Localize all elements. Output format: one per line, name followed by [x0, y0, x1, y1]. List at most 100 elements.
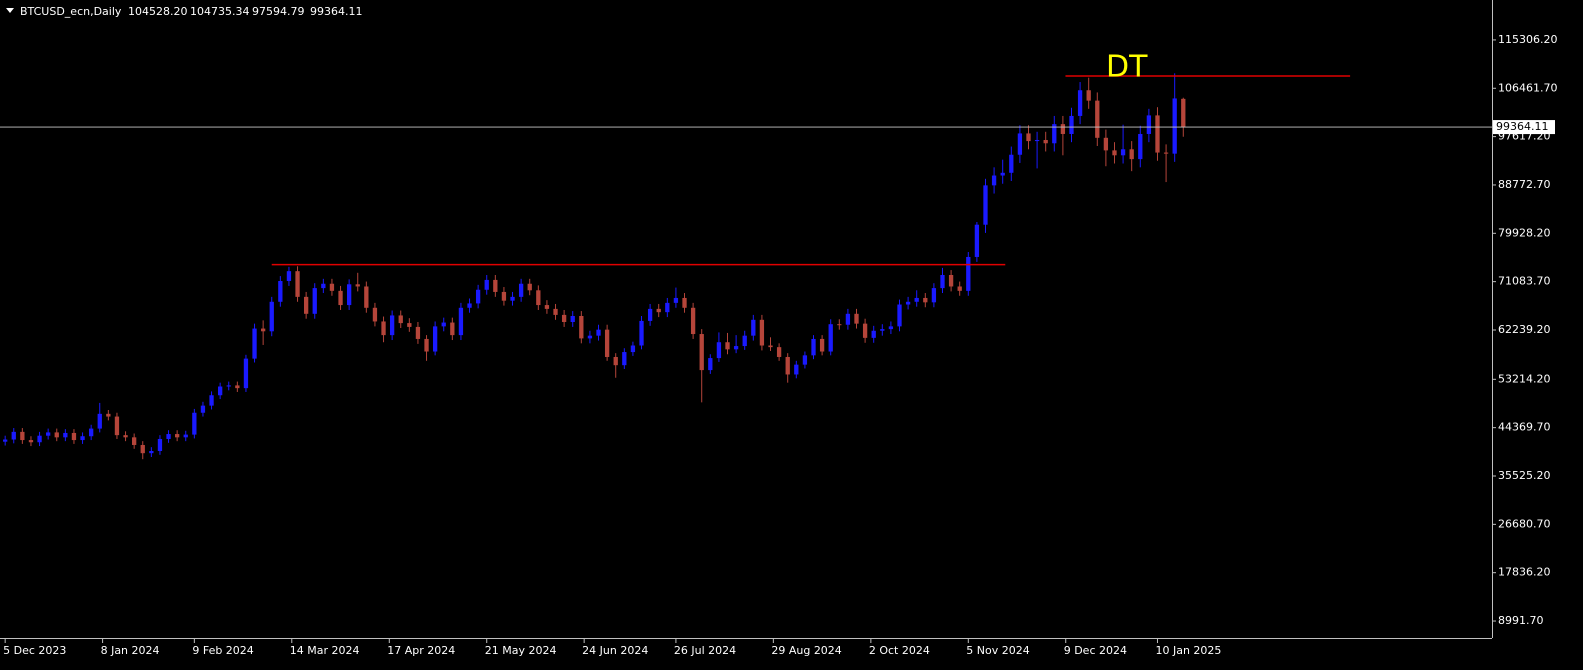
candle-body: [28, 440, 34, 443]
candle-body: [1043, 139, 1048, 144]
candle-body: [794, 364, 799, 375]
candle-body: [1060, 124, 1066, 134]
candle-body: [940, 274, 945, 289]
candle-body: [140, 444, 145, 454]
header-close: 99364.11: [310, 5, 363, 18]
candle-body: [544, 305, 550, 309]
candle-body: [157, 438, 163, 451]
candle-body: [20, 431, 25, 441]
candle-body: [536, 290, 541, 306]
candle-body: [639, 320, 644, 346]
candle-body: [716, 342, 722, 359]
candle-body: [527, 283, 532, 291]
candle-body: [286, 271, 292, 282]
candle-body: [114, 416, 120, 436]
candle-body: [389, 315, 395, 336]
candle-body: [785, 356, 790, 375]
y-tick-label: 35525.20: [1498, 469, 1551, 482]
candle-body: [295, 271, 300, 297]
candle-body: [570, 315, 575, 323]
candle-body: [957, 286, 962, 291]
candle-body: [321, 283, 326, 289]
candle-body: [819, 338, 825, 352]
candle-body: [1138, 133, 1143, 160]
candle-body: [71, 432, 77, 441]
candle-body: [1034, 139, 1040, 142]
candle-body: [475, 289, 481, 304]
candle-body: [329, 283, 335, 291]
y-tick-label: 115306.20: [1498, 33, 1558, 46]
candle-body: [630, 345, 636, 353]
candle-body: [278, 281, 283, 302]
candle-body: [1120, 149, 1126, 156]
candle-body: [665, 302, 670, 313]
candle-body: [1129, 149, 1134, 160]
candle-body: [54, 432, 59, 438]
candle-body: [123, 435, 128, 438]
candle-body: [759, 319, 765, 346]
menu-arrow[interactable]: [6, 8, 14, 13]
candle-body: [647, 308, 653, 321]
x-tick-label: 24 Jun 2024: [582, 644, 648, 657]
candle-body: [914, 297, 919, 302]
candle-body: [811, 338, 816, 356]
candle-body: [966, 256, 971, 291]
candle-body: [604, 329, 610, 357]
symbol: BTCUSD_ecn,Daily: [20, 5, 122, 18]
candle-body: [871, 330, 876, 338]
header-high: 104735.34: [190, 5, 250, 18]
candle-body: [46, 432, 51, 436]
x-tick-label: 26 Jul 2024: [674, 644, 736, 657]
candle-body: [768, 345, 773, 348]
candle-body: [243, 358, 249, 389]
candle-body: [355, 284, 360, 287]
candle-body: [364, 286, 369, 308]
x-tick-label: 21 May 2024: [485, 644, 557, 657]
candle-body: [209, 395, 214, 406]
candle-body: [1146, 115, 1152, 134]
x-tick-label: 8 Jan 2024: [101, 644, 160, 657]
candle-body: [217, 386, 223, 396]
y-tick-label: 88772.70: [1498, 178, 1551, 191]
candle-body: [1155, 115, 1160, 153]
candle-body: [260, 328, 266, 332]
candle-body: [1077, 90, 1083, 116]
candle-body: [1086, 90, 1091, 101]
candle-body: [252, 328, 257, 359]
candle-body: [269, 301, 274, 332]
candle-body: [510, 296, 515, 301]
candle-body: [888, 326, 894, 330]
candle-body: [484, 279, 489, 290]
candle-body: [613, 356, 618, 366]
candle-body: [226, 385, 231, 387]
candle-body: [751, 319, 756, 336]
last-price-label: 99364.11: [1496, 120, 1549, 133]
candle-body: [346, 284, 352, 306]
candle-body: [587, 335, 593, 339]
candle-body: [974, 224, 980, 257]
header-low: 97594.79: [252, 5, 305, 18]
candle-body: [880, 329, 885, 331]
candle-body: [854, 313, 859, 324]
candle-body: [312, 288, 317, 314]
candle-body: [11, 431, 16, 440]
candle-body: [708, 358, 713, 371]
candle-body: [862, 323, 868, 338]
y-tick-label: 62239.20: [1498, 323, 1551, 336]
candle-body: [699, 334, 704, 371]
candle-body: [37, 435, 42, 443]
x-tick-label: 29 Aug 2024: [771, 644, 841, 657]
x-tick-label: 14 Mar 2024: [290, 644, 360, 657]
x-tick-label: 9 Feb 2024: [192, 644, 253, 657]
candle-body: [183, 434, 188, 438]
candle-body: [1112, 150, 1117, 156]
candle-body: [622, 352, 627, 366]
candle-body: [432, 326, 438, 352]
candle-body: [501, 291, 507, 301]
x-tick-label: 9 Dec 2024: [1064, 644, 1127, 657]
candle-body: [3, 439, 8, 442]
header-open: 104528.20: [128, 5, 188, 18]
candle-body: [80, 436, 85, 441]
